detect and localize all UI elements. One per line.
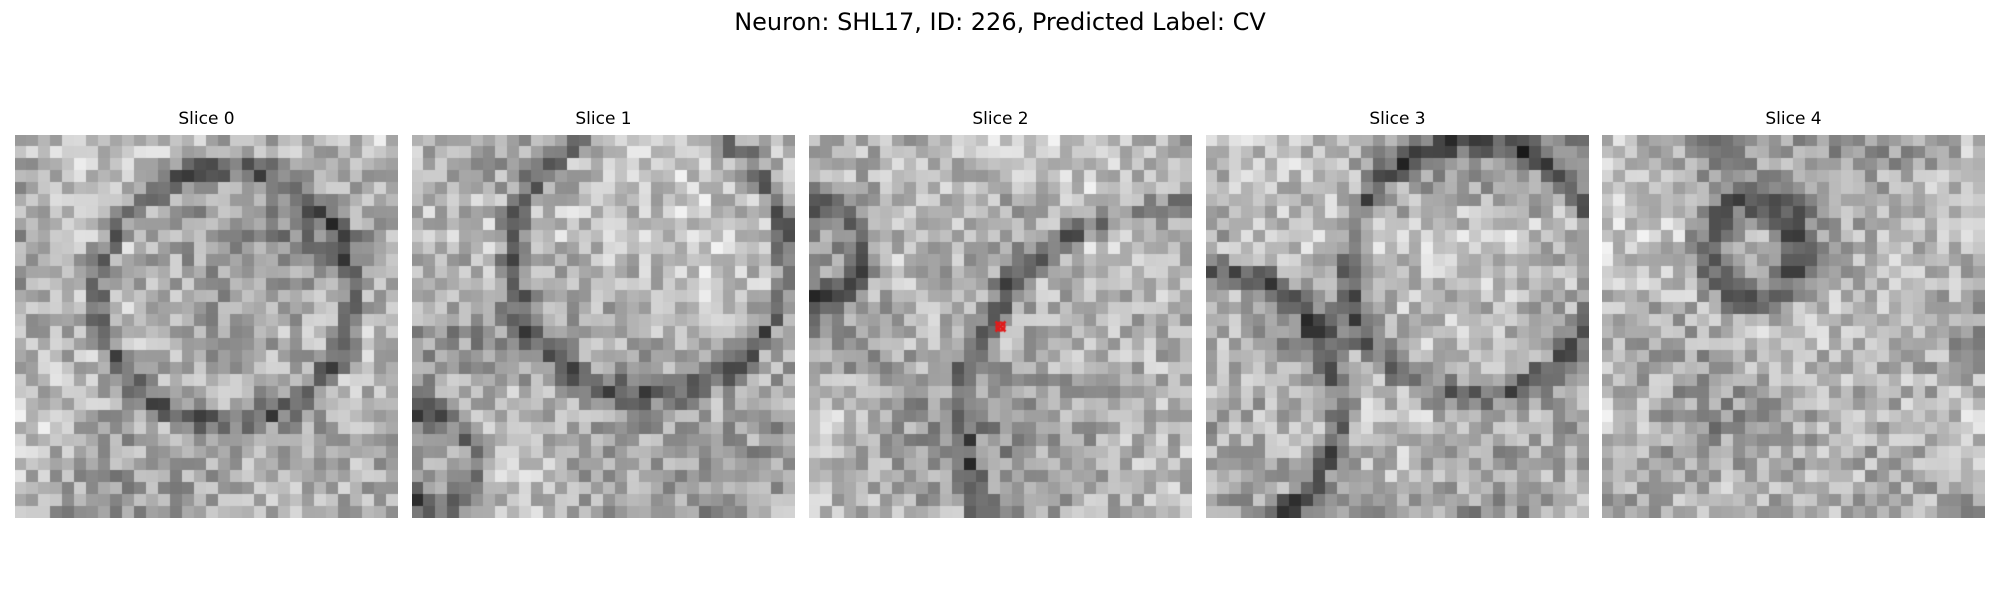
slice-image-1	[412, 135, 795, 518]
figure-title: Neuron: SHL17, ID: 226, Predicted Label:…	[734, 8, 1266, 36]
slice-title-2: Slice 2	[972, 109, 1029, 129]
slice-image-4	[1602, 135, 1985, 518]
slice-title-4: Slice 4	[1765, 109, 1822, 129]
slice-title-3: Slice 3	[1369, 109, 1426, 129]
slice-title-0: Slice 0	[178, 109, 235, 129]
slice-image-2	[809, 135, 1192, 518]
slice-image-0	[15, 135, 398, 518]
slice-image-3	[1206, 135, 1589, 518]
slice-panel-0: Slice 0	[15, 108, 398, 518]
slice-panel-1: Slice 1	[412, 108, 795, 518]
slice-panel-2: Slice 2	[809, 108, 1192, 518]
slice-panel-4: Slice 4	[1602, 108, 1985, 518]
slice-title-1: Slice 1	[575, 109, 632, 129]
slice-panel-3: Slice 3	[1206, 108, 1589, 518]
